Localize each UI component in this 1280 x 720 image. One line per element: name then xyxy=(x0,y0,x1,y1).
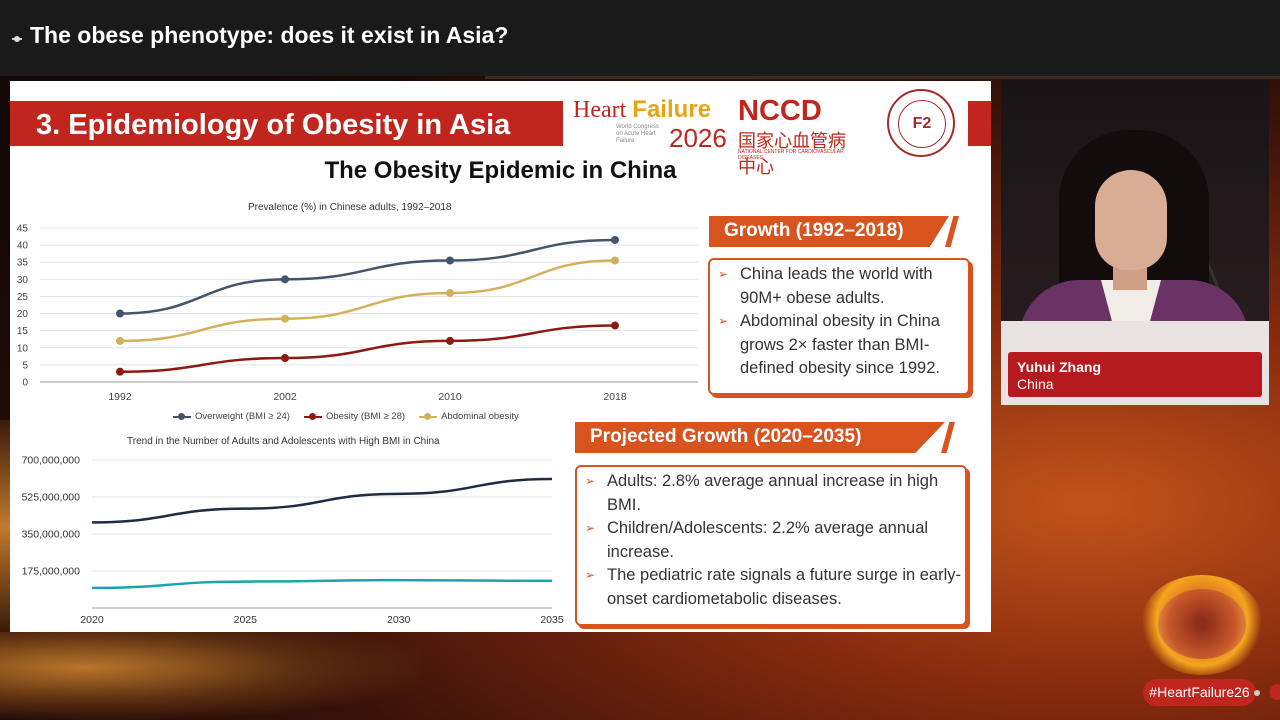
speaker-country: China xyxy=(1017,376,1054,392)
data-point-abdominal xyxy=(446,289,454,298)
legend-item-obesity: Obesity (BMI ≥ 28) xyxy=(303,411,405,422)
growth-box: China leads the world with 90M+ obese ad… xyxy=(708,258,970,395)
data-point-obesity xyxy=(281,354,289,363)
high-bmi-trend-chart: 175,000,000 350,000,000 525,000,000 700,000… xyxy=(22,455,564,627)
y-tick-label: 15 xyxy=(17,326,29,337)
section-title: 3. Epidemiology of Obesity in Asia xyxy=(36,109,511,141)
nccd-logo: NCCD 国家心血管病中心 NATIONAL CENTER FOR CARDIO… xyxy=(738,95,846,178)
speaker-nameplate: Yuhui Zhang China xyxy=(1008,352,1262,397)
y-tick-label: 350,000,000 xyxy=(22,529,81,541)
speaker-face xyxy=(1095,170,1167,270)
presentation-slide: 3. Epidemiology of Obesity in Asia Heart… xyxy=(10,81,991,632)
hashtag-dot xyxy=(1254,690,1260,696)
data-point-obesity xyxy=(611,321,619,330)
legend-item-overweight: Overweight (BMI ≥ 24) xyxy=(173,411,290,422)
data-point-overweight xyxy=(446,256,454,265)
x-tick-label: 2010 xyxy=(438,391,462,403)
decorative-mosaic-bottom xyxy=(0,632,420,720)
x-tick-label: 2030 xyxy=(387,614,411,626)
series-line-abdominal xyxy=(119,259,616,343)
series-line-obesity xyxy=(119,324,616,373)
y-tick-label: 20 xyxy=(17,309,29,320)
y-tick-label: 5 xyxy=(22,360,28,371)
projected-bullet: The pediatric rate signals a future surg… xyxy=(577,564,965,611)
hashtag-tab xyxy=(1270,684,1280,700)
data-point-overweight xyxy=(281,275,289,284)
chart1-legend: Overweight (BMI ≥ 24) Obesity (BMI ≥ 28)… xyxy=(173,411,519,422)
data-point-abdominal xyxy=(611,256,619,265)
hashtag-badge: #HeartFailure26 xyxy=(1143,679,1256,706)
series-line-children xyxy=(91,578,553,590)
x-tick-label: 2020 xyxy=(80,614,104,626)
x-tick-label: 1992 xyxy=(108,391,132,403)
data-point-overweight xyxy=(611,235,619,244)
y-tick-label: 35 xyxy=(17,258,29,269)
y-tick-label: 0 xyxy=(22,378,28,389)
x-tick-label: 2002 xyxy=(273,391,297,403)
title-bullet-dot xyxy=(14,36,20,42)
data-point-obesity xyxy=(446,336,454,345)
title-bar: The obese phenotype: does it exist in As… xyxy=(0,0,1280,76)
x-tick-label: 2018 xyxy=(603,391,627,403)
decorative-mosaic-left xyxy=(0,420,10,632)
chart1-title: Prevalence (%) in Chinese adults, 1992–2… xyxy=(248,202,452,213)
data-point-abdominal xyxy=(281,314,289,323)
x-tick-label: 2035 xyxy=(540,614,564,626)
projected-bullet: Adults: 2.8% average annual increase in … xyxy=(577,470,965,517)
y-tick-label: 25 xyxy=(17,292,29,303)
speaker-name: Yuhui Zhang xyxy=(1017,359,1101,375)
projected-box: Adults: 2.8% average annual increase in … xyxy=(575,465,967,626)
university-seal-icon: F2 xyxy=(887,89,955,157)
growth-bullet: Abdominal obesity in China grows 2× fast… xyxy=(710,310,968,381)
series-line-overweight xyxy=(119,238,616,315)
heart-failure-logo: Heart Failure World Congress on Acute He… xyxy=(573,96,727,153)
x-tick-label: 2025 xyxy=(234,614,258,626)
conference-emblem-icon xyxy=(1140,575,1264,675)
slide-main-title: The Obesity Epidemic in China xyxy=(324,157,677,184)
data-point-abdominal xyxy=(116,336,124,345)
data-point-overweight xyxy=(116,309,124,318)
session-title: The obese phenotype: does it exist in As… xyxy=(30,22,509,48)
growth-bullet: China leads the world with 90M+ obese ad… xyxy=(710,263,968,310)
y-tick-label: 175,000,000 xyxy=(22,566,81,578)
growth-heading: Growth (1992–2018) xyxy=(709,216,969,247)
y-tick-label: 30 xyxy=(17,275,29,286)
chart2-title: Trend in the Number of Adults and Adoles… xyxy=(127,436,440,447)
y-tick-label: 700,000,000 xyxy=(22,455,81,467)
projected-bullet: Children/Adolescents: 2.2% average annua… xyxy=(577,517,965,564)
banner-end xyxy=(968,101,991,146)
legend-item-abdominal: Abdominal obesity xyxy=(419,411,519,422)
series-line-adults xyxy=(91,477,553,524)
section-banner: 3. Epidemiology of Obesity in Asia xyxy=(10,101,563,146)
data-point-obesity xyxy=(116,367,124,376)
y-tick-label: 10 xyxy=(17,343,29,354)
y-tick-label: 40 xyxy=(17,241,29,252)
title-underline xyxy=(485,76,1280,79)
y-tick-label: 45 xyxy=(17,224,29,235)
projected-heading: Projected Growth (2020–2035) xyxy=(575,422,965,453)
y-tick-label: 525,000,000 xyxy=(22,492,81,504)
prevalence-chart: 0 5 10 15 20 25 30 35 40 45 1992 2002 2010 2018 xyxy=(17,224,698,403)
